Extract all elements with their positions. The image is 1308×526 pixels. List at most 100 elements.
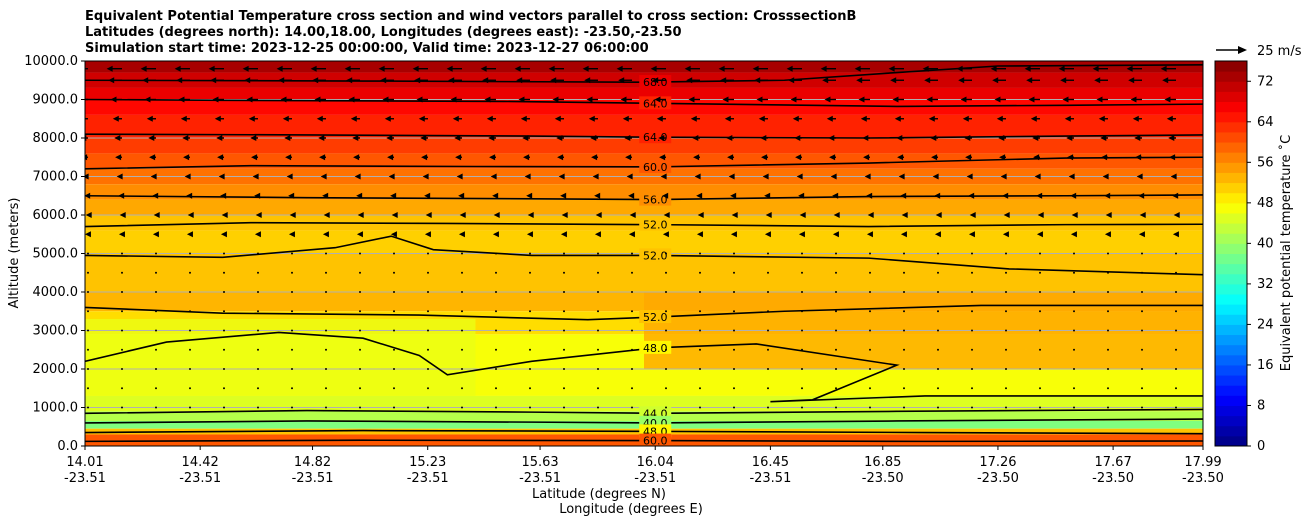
wind-vector-head — [246, 96, 253, 103]
wind-vector — [121, 252, 123, 255]
wind-vector-head — [1096, 96, 1103, 103]
colorbar-segment — [1215, 354, 1247, 366]
wind-vector — [189, 291, 191, 293]
wind-vector — [699, 368, 701, 370]
wind-vector-head — [1062, 96, 1069, 103]
wind-vector — [733, 310, 735, 313]
wind-vector-head — [1136, 173, 1143, 180]
wind-vector — [699, 387, 701, 390]
wind-vector — [291, 271, 293, 274]
colorbar-segment — [1215, 304, 1247, 315]
wind-vector — [597, 348, 599, 351]
wind-vector — [699, 329, 701, 332]
wind-vector-head — [350, 115, 357, 122]
wind-vector — [1005, 271, 1007, 274]
y-axis: 0.0 1000.0 2000.0 3000.0 4000.0 5000.0 6000.0 7… — [24, 54, 85, 454]
wind-vector-head — [242, 65, 249, 72]
wind-vector — [1175, 368, 1177, 370]
wind-vector — [359, 310, 361, 313]
wind-vector-head — [758, 115, 765, 122]
wind-vector-head — [1134, 135, 1141, 141]
wind-vector — [1073, 348, 1075, 351]
x-tick-label-lon: -23.50 — [1092, 471, 1134, 486]
wind-vector-head — [388, 173, 395, 180]
wind-vector — [971, 310, 973, 313]
x-tick-label-lon: -23.51 — [634, 471, 676, 486]
wind-vector-head — [284, 135, 291, 141]
wind-vector-head — [898, 173, 905, 180]
colorbar-segment — [1215, 192, 1247, 204]
wind-vector — [767, 271, 769, 274]
wind-vector-head — [218, 173, 225, 180]
wind-vector — [563, 271, 565, 274]
wind-vector-head — [722, 96, 729, 103]
wind-vector-head — [660, 173, 667, 180]
wind-vector — [971, 252, 973, 255]
colorbar-segment — [1215, 121, 1247, 133]
wind-vector — [1141, 252, 1143, 255]
wind-vector-head — [656, 115, 663, 122]
wind-vector — [189, 310, 191, 313]
wind-vector-head — [826, 115, 833, 122]
wind-vector-head — [552, 96, 559, 103]
wind-vector — [529, 291, 531, 293]
wind-vector-head — [1135, 154, 1142, 161]
wind-vector-head — [420, 135, 427, 141]
wind-vector — [427, 291, 429, 293]
wind-vector-head — [662, 192, 669, 199]
wind-vector-head — [118, 192, 125, 199]
colorbar-segment — [1215, 344, 1247, 356]
contour-label-bg — [639, 248, 672, 262]
wind-vector-head — [794, 135, 801, 141]
wind-vector-head — [557, 154, 564, 161]
wind-vector — [937, 368, 939, 370]
wind-vector-head — [184, 173, 191, 180]
wind-vector-head — [554, 115, 561, 122]
colorbar-segment — [1215, 273, 1247, 285]
wind-vector — [971, 387, 973, 390]
wind-vector-head — [150, 173, 157, 180]
wind-vector — [665, 310, 667, 313]
wind-vector — [223, 310, 225, 313]
colorbar-segment — [1215, 425, 1247, 437]
wind-vector — [665, 252, 667, 255]
wind-vector — [631, 291, 633, 293]
chart-title-line-2: Latitudes (degrees north): 14.00,18.00, … — [85, 25, 682, 40]
colorbar-segment — [1215, 111, 1247, 123]
wind-vector-head — [1126, 65, 1133, 72]
field-band — [85, 230, 1203, 254]
wind-vector — [835, 387, 837, 390]
wind-vector — [427, 329, 429, 332]
wind-vector-head — [220, 192, 227, 199]
wind-vector-head — [934, 192, 941, 199]
wind-vector — [189, 387, 191, 390]
wind-vector — [971, 291, 973, 293]
wind-vector-head — [1104, 192, 1111, 199]
wind-vector — [597, 329, 599, 332]
wind-vector-head — [254, 192, 261, 199]
wind-vector-head — [900, 192, 907, 199]
wind-vector-head — [586, 96, 593, 103]
wind-vector-head — [696, 231, 703, 238]
wind-vector-head — [390, 192, 397, 199]
wind-vector — [223, 329, 225, 332]
wind-vector-head — [833, 212, 840, 218]
wind-vector-head — [762, 173, 769, 180]
colorbar-segment — [1215, 212, 1247, 224]
wind-vector-head — [146, 115, 153, 122]
wind-vector-head — [112, 115, 119, 122]
wind-vector-head — [654, 96, 661, 103]
wind-vector — [189, 271, 191, 274]
wind-vector-head — [148, 135, 155, 141]
wind-vector — [529, 368, 531, 370]
contour-line — [85, 304, 1203, 321]
wind-vector — [733, 329, 735, 332]
wind-vector-head — [484, 96, 491, 103]
y-tick-label: 8000.0 — [33, 131, 79, 146]
colorbar-tick-label: 40 — [1257, 236, 1274, 251]
wind-vector — [495, 368, 497, 370]
colorbar-segment — [1215, 202, 1247, 214]
wind-vector-head — [1002, 192, 1009, 199]
wind-vector — [937, 329, 939, 332]
